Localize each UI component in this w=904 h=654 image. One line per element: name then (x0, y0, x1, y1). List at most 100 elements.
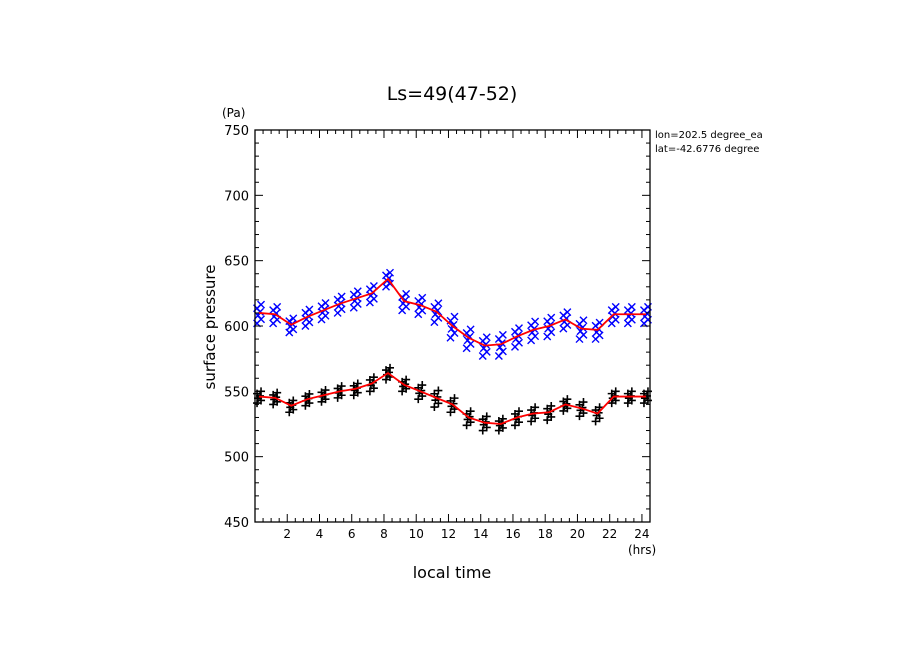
data-point (527, 406, 536, 415)
y-tick-label: 600 (224, 320, 249, 335)
data-point (449, 320, 458, 329)
x-tick-label: 18 (538, 527, 553, 541)
data-point (402, 289, 411, 298)
x-tick-label: 4 (316, 527, 324, 541)
data-point (498, 330, 507, 339)
y-tick-label: 550 (224, 385, 249, 400)
data-point (607, 389, 616, 398)
data-point (514, 407, 523, 416)
data-point (414, 395, 423, 404)
data-point (531, 403, 540, 412)
data-point (382, 366, 391, 375)
axes: 2 4 6 8 10 12 14 16 18 20 22 2445050055060065070075… (224, 124, 651, 541)
y-tick-label: 450 (224, 516, 249, 531)
chart-title: Ls=49(47-52) (387, 83, 518, 105)
data-point (369, 373, 378, 382)
data-point (482, 333, 491, 342)
series-1 (253, 268, 652, 361)
data-point (611, 387, 620, 396)
data-point (595, 403, 604, 412)
x-tick-label: 8 (380, 527, 388, 541)
x-unit-label: (hrs) (628, 543, 656, 557)
x-tick-label: 24 (634, 527, 649, 541)
data-point (337, 382, 346, 391)
mean-line (258, 277, 646, 347)
y-axis-label: surface pressure (201, 265, 219, 390)
annotation-lon: lon=202.5 degree_ea (655, 130, 763, 141)
data-point (305, 389, 314, 398)
data-point (305, 305, 314, 314)
data-point (498, 414, 507, 423)
data-point (450, 329, 459, 338)
data-point (579, 398, 588, 407)
data-point (337, 292, 346, 301)
data-point (559, 397, 568, 406)
x-tick-label: 22 (602, 527, 617, 541)
data-point (466, 325, 475, 334)
data-point (349, 391, 358, 400)
data-point (531, 317, 540, 326)
data-point (627, 387, 636, 396)
x-tick-label: 6 (348, 527, 356, 541)
data-point (386, 363, 395, 372)
data-point (450, 394, 459, 403)
data-point (498, 347, 507, 356)
data-point (321, 386, 330, 395)
data-point (353, 287, 362, 296)
data-point (482, 412, 491, 421)
data-point (462, 421, 471, 430)
data-point (269, 400, 278, 409)
data-point (466, 407, 475, 416)
data-point (430, 403, 439, 412)
data-point (547, 313, 556, 322)
data-point (434, 386, 443, 395)
plot-area (253, 268, 652, 435)
y-tick-label: 700 (224, 189, 249, 204)
series-2 (253, 363, 652, 435)
data-point (353, 379, 362, 388)
y-unit-label: (Pa) (222, 106, 245, 120)
x-tick-label: 20 (570, 527, 585, 541)
data-point (527, 417, 536, 426)
data-point (563, 395, 572, 404)
data-point (547, 401, 556, 410)
data-point (418, 293, 427, 302)
y-tick-label: 500 (224, 451, 249, 466)
data-point (607, 399, 616, 408)
data-point (591, 417, 600, 426)
mean-line (258, 371, 646, 425)
data-point (257, 300, 266, 309)
y-tick-label: 650 (224, 255, 249, 270)
data-point (273, 302, 282, 311)
data-point (386, 268, 395, 277)
x-axis-label: local time (413, 563, 492, 582)
data-point (289, 396, 298, 405)
data-point (273, 388, 282, 397)
x-tick-label: 10 (409, 527, 424, 541)
data-point (321, 299, 330, 307)
x-tick-label: 14 (473, 527, 488, 541)
annotation-lat: lat=-42.6776 degree (655, 144, 759, 155)
data-point (611, 302, 620, 311)
data-point (559, 406, 568, 415)
data-point (639, 399, 648, 408)
data-point (450, 312, 459, 321)
data-point (382, 375, 391, 384)
y-tick-label: 750 (224, 124, 249, 139)
data-point (402, 375, 411, 384)
data-point (285, 317, 294, 326)
data-point (514, 324, 523, 333)
data-point (382, 271, 391, 280)
x-tick-label: 16 (505, 527, 520, 541)
data-point (579, 316, 588, 325)
data-point (289, 314, 298, 323)
data-point (418, 381, 427, 390)
data-point (627, 302, 636, 311)
data-point (494, 426, 503, 435)
x-tick-label: 2 (283, 527, 291, 541)
data-point (434, 299, 443, 308)
data-point (563, 308, 572, 317)
x-tick-label: 12 (441, 527, 456, 541)
data-point (317, 397, 326, 406)
